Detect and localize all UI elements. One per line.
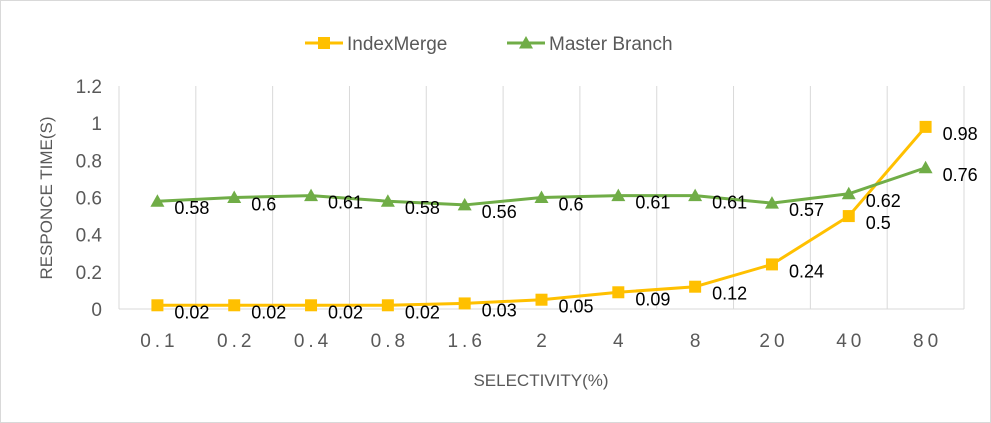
indexmerge-point xyxy=(228,299,241,312)
master-branch-point xyxy=(764,196,779,209)
x-tick-label: 0.2 xyxy=(217,331,255,352)
indexmerge-point xyxy=(381,299,394,312)
y-tick-label: 0.8 xyxy=(76,151,102,172)
indexmerge-data-label: 0.02 xyxy=(405,302,440,322)
indexmerge-point xyxy=(151,299,164,312)
y-tick-label: 1 xyxy=(91,114,102,135)
indexmerge-point xyxy=(919,120,932,133)
master-branch-point xyxy=(380,194,395,207)
indexmerge-point xyxy=(305,299,318,312)
master-branch-data-label: 0.58 xyxy=(405,198,440,218)
indexmerge-data-label: 0.5 xyxy=(866,213,891,233)
master-branch-data-label: 0.57 xyxy=(789,200,824,220)
master-branch-data-label: 0.56 xyxy=(482,202,517,222)
indexmerge-data-label: 0.02 xyxy=(174,302,209,322)
indexmerge-data-label: 0.02 xyxy=(328,302,363,322)
indexmerge-data-label: 0.05 xyxy=(559,297,594,317)
x-tick-label: 40 xyxy=(836,331,865,352)
indexmerge-data-label: 0.09 xyxy=(635,289,670,309)
indexmerge-data-label: 0.02 xyxy=(251,302,286,322)
indexmerge-legend-marker xyxy=(318,37,330,49)
legend: IndexMerge Master Branch xyxy=(305,34,673,55)
indexmerge-data-label: 0.12 xyxy=(712,284,747,304)
master-branch-data-label: 0.61 xyxy=(328,193,363,213)
indexmerge-point xyxy=(842,210,855,223)
x-axis-ticks: 0.1 0.2 0.4 0.8 1.6 2 4 8 20 40 80 xyxy=(140,331,942,352)
x-tick-label: 8 xyxy=(690,331,705,352)
master-branch-data-label: 0.6 xyxy=(251,195,276,215)
master-branch-point xyxy=(688,188,703,202)
master-branch-data-label: 0.6 xyxy=(559,195,584,215)
x-tick-label: 4 xyxy=(613,331,628,352)
x-tick-label: 0.4 xyxy=(294,331,332,352)
y-tick-label: 0.4 xyxy=(76,226,103,247)
x-tick-label: 2 xyxy=(536,331,551,352)
indexmerge-point xyxy=(612,286,625,299)
y-tick-label: 0.6 xyxy=(76,189,102,210)
x-tick-label: 1.6 xyxy=(447,331,485,352)
master-branch-data-label: 0.58 xyxy=(174,198,209,218)
master-branch-point xyxy=(150,194,165,207)
master-branch-point xyxy=(304,188,319,202)
x-axis-title: SELECTIVITY(%) xyxy=(473,371,608,390)
indexmerge-data-label: 0.98 xyxy=(943,124,978,144)
indexmerge-legend-label: IndexMerge xyxy=(347,34,447,55)
y-tick-label: 1.2 xyxy=(76,77,102,98)
master-branch-point xyxy=(611,188,626,202)
series-markers xyxy=(150,120,933,312)
master-branch-point xyxy=(534,190,549,203)
master-branch-data-label: 0.62 xyxy=(866,191,901,211)
master-branch-data-label: 0.76 xyxy=(943,165,978,185)
master-branch-point xyxy=(918,160,933,174)
indexmerge-point xyxy=(765,258,778,271)
x-tick-label: 0.8 xyxy=(371,331,409,352)
master-branch-point xyxy=(227,190,242,203)
x-tick-label: 20 xyxy=(759,331,788,352)
x-tick-label: 0.1 xyxy=(140,331,178,352)
master-branch-data-label: 0.61 xyxy=(635,193,670,213)
indexmerge-point xyxy=(458,297,471,310)
master-branch-point xyxy=(841,186,856,200)
master-branch-legend-marker xyxy=(519,36,533,49)
gridlines xyxy=(118,86,965,310)
master-branch-data-label: 0.61 xyxy=(712,193,747,213)
x-tick-label: 80 xyxy=(913,331,942,352)
master-branch-point xyxy=(457,197,472,211)
indexmerge-data-label: 0.24 xyxy=(789,261,824,281)
indexmerge-data-label: 0.03 xyxy=(482,300,517,320)
master-branch-legend-label: Master Branch xyxy=(549,34,673,55)
y-axis-title: RESPONCE TIME(S) xyxy=(37,116,56,279)
y-axis-ticks: 0 0.2 0.4 0.6 0.8 1 1.2 xyxy=(76,77,103,321)
data-labels: 0.02 0.02 0.02 0.02 0.03 0.05 0.09 0.120.240.50… xyxy=(174,124,977,322)
indexmerge-point xyxy=(689,280,702,293)
indexmerge-point xyxy=(535,293,548,306)
y-tick-label: 0.2 xyxy=(76,263,102,284)
y-tick-label: 0 xyxy=(91,300,102,321)
